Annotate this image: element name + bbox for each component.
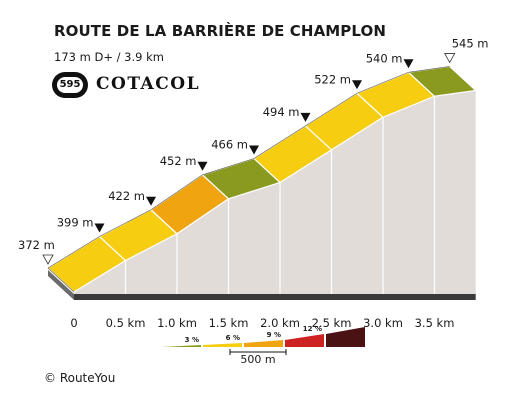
legend-label: 6 % (226, 334, 240, 342)
elevation-marker (94, 223, 105, 233)
cotacol-number: 595 (57, 77, 83, 93)
cotacol-logo: 595 COTACOL (52, 72, 199, 100)
x-tick-label: 3.0 km (363, 316, 403, 330)
elevation-label: 452 m (160, 154, 197, 168)
cotacol-wordmark: COTACOL (96, 74, 201, 94)
chart-title: ROUTE DE LA BARRIÈRE DE CHAMPLON (54, 22, 387, 40)
elevation-label: 522 m (314, 72, 351, 86)
x-tick-label: 0 (70, 316, 77, 330)
elevation-marker-open (444, 53, 456, 64)
elevation-marker-open (42, 254, 54, 265)
legend-wedge (285, 334, 324, 347)
elevation-label: 494 m (263, 105, 300, 119)
scale-label: 500 m (240, 353, 275, 366)
profile-side-face (74, 90, 476, 294)
x-tick-label: 0.5 km (106, 316, 146, 330)
elevation-marker (249, 145, 259, 155)
cotacol-badge-icon: 595 (52, 72, 88, 98)
x-tick-label: 2.0 km (260, 316, 300, 330)
credit-text: © RouteYou (44, 371, 116, 385)
elevation-label: 545 m (452, 36, 489, 50)
profile-base (74, 294, 476, 300)
elevation-marker (197, 161, 208, 171)
x-tick-label: 1.5 km (209, 316, 249, 330)
legend-wedge (203, 343, 242, 347)
elevation-label: 466 m (211, 137, 248, 151)
elevation-marker (352, 80, 362, 90)
profile-top-edge (47, 66, 450, 269)
elevation-label: 422 m (108, 189, 145, 203)
legend-label: 12 % (303, 325, 322, 333)
elevation-marker (403, 59, 414, 69)
legend-label: 3 % (185, 336, 199, 344)
legend-label: 9 % (267, 331, 281, 339)
elevation-marker (300, 112, 311, 122)
profile-start-edge (47, 267, 75, 293)
climb-stats: 173 m D+ / 3.9 km (54, 50, 164, 64)
elevation-marker (146, 196, 156, 206)
x-tick-label: 3.5 km (415, 316, 455, 330)
legend-wedge (244, 340, 283, 347)
legend-wedge (326, 327, 365, 347)
elevation-label: 399 m (57, 216, 94, 230)
legend-wedge (162, 345, 201, 347)
elevation-label: 540 m (366, 51, 403, 65)
elevation-label: 372 m (18, 238, 55, 252)
x-tick-label: 2.5 km (312, 316, 352, 330)
x-tick-label: 1.0 km (157, 316, 197, 330)
profile-base-end (48, 270, 74, 300)
